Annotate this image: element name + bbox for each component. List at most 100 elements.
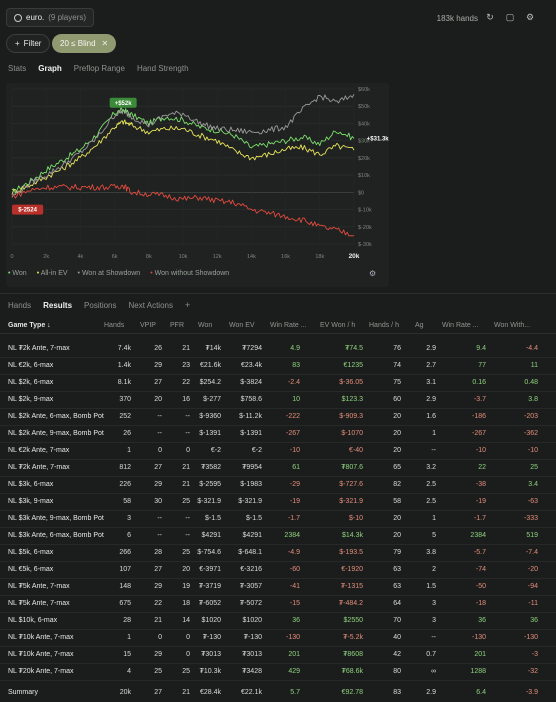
table-row[interactable]: NL ₮5k Ante, 7-max 675 22 18 ₮-6052 ₮-5072 -15… <box>0 596 556 613</box>
col-hands-h[interactable]: Hands / h <box>369 322 399 329</box>
tab-results[interactable]: Results <box>43 301 73 310</box>
table-cell: -74 <box>475 566 486 573</box>
tab-positions[interactable]: Positions <box>84 301 117 310</box>
table-cell: 27 <box>154 379 162 386</box>
table-cell: -- <box>157 515 162 522</box>
table-cell: 2384 <box>284 532 300 539</box>
col-ag[interactable]: Ag <box>415 322 424 329</box>
chart-settings-icon[interactable]: ⚙ <box>369 269 377 278</box>
table-cell: 2.5 <box>426 498 436 505</box>
settings-icon[interactable]: ⚙ <box>525 12 535 22</box>
col-win-rate-2[interactable]: Win Rate ... <box>442 322 479 329</box>
table-cell: €21.6k <box>199 362 221 369</box>
col-won-ev[interactable]: Won EV <box>229 322 255 329</box>
col-hands[interactable]: Hands <box>104 322 125 329</box>
table-cell: 201 <box>474 651 486 658</box>
table-row[interactable]: NL ₮10k Ante, 7-max 15 29 0 ₮3013 ₮3013 201 ₮86… <box>0 647 556 664</box>
table-row[interactable]: NL $3k, 9-max 58 30 25 $-321.9 $-321.9 -19 $-32… <box>0 494 556 511</box>
refresh-icon[interactable]: ↻ <box>486 12 494 22</box>
annotation-label: $-2524 <box>18 208 37 214</box>
table-cell: 20 <box>393 447 401 454</box>
summary-row[interactable]: Summary 20k 27 21 €28.4k €22.1k 5.7 €92.78 83 2.9… <box>0 685 556 702</box>
table-cell: 28 <box>154 549 162 556</box>
table-cell: -1.7 <box>287 515 300 522</box>
table-cell: $14.3k <box>341 532 363 539</box>
legend-won[interactable]: • Won <box>8 270 27 277</box>
filter-button[interactable]: + Filter <box>6 34 51 53</box>
table-cell: 22 <box>182 379 190 386</box>
table-row[interactable]: NL $3k Ante, 9-max, Bomb Pot 3 -- -- $-1.5 $-… <box>0 511 556 528</box>
table-row[interactable]: NL $2k, 9-max 370 20 16 $-277 $758.6 10 $123.3 6… <box>0 392 556 409</box>
table-cell: $254.2 <box>199 379 221 386</box>
table-cell: 82 <box>393 481 401 488</box>
table-row[interactable]: NL $5k, 6-max 266 28 25 $-754.6 $-648.1 -4.9 $-… <box>0 545 556 562</box>
table-cell: 3.8 <box>426 549 436 556</box>
table-row[interactable]: NL ₮2k Ante, 7-max 812 27 21 ₮3582 ₮9954 61 ₮80… <box>0 460 556 477</box>
col-game-type[interactable]: Game Type ↓ <box>8 322 51 329</box>
table-cell: 27 <box>154 566 162 573</box>
table-row[interactable]: NL €5k, 6-max 107 27 20 €-3971 €-3216 -60 €-192… <box>0 562 556 579</box>
legend-won-at-showdown[interactable]: • Won at Showdown <box>77 270 141 277</box>
table-cell: 60 <box>393 396 401 403</box>
tab-next-actions[interactable]: Next Actions <box>128 301 173 310</box>
table-cell: $-9360 <box>199 413 221 420</box>
table-cell: 77 <box>478 362 486 369</box>
col-vpip[interactable]: VPIP <box>140 322 156 329</box>
table-cell: 16 <box>182 396 190 403</box>
tab-stats[interactable]: Stats <box>8 64 27 73</box>
add-tab-icon[interactable]: + <box>184 300 191 310</box>
y-tick-label: $10k <box>358 173 370 179</box>
table-row[interactable]: NL $3k, 6-max 226 29 21 $-2595 $-1983 -29 $-727… <box>0 477 556 494</box>
table-cell: 20 <box>393 430 401 437</box>
y-tick-label: $50k <box>358 104 370 110</box>
cell-game-type: NL €2k, 6-max <box>8 362 54 369</box>
table-row[interactable]: NL $10k, 6-max 28 21 14 $1020 $1020 36 $2550 70 3… <box>0 613 556 630</box>
table-cell: 0 <box>186 651 190 658</box>
table-cell: -4.4 <box>525 345 538 352</box>
y-tick-label: $-20k <box>358 225 372 231</box>
table-cell: 58 <box>393 498 401 505</box>
table-cell: 0 <box>158 447 162 454</box>
share-icon[interactable]: ▢ <box>505 12 515 22</box>
table-row[interactable]: NL $3k Ante, 6-max, Bomb Pot 6 -- -- $4291 $4… <box>0 528 556 545</box>
col-ev-won-h[interactable]: EV Won / h <box>320 322 356 329</box>
table-row[interactable]: NL $2k, 6-max 8.1k 27 22 $254.2 $-3824 -2.4 $-3… <box>0 375 556 392</box>
col-win-rate[interactable]: Win Rate ... <box>270 322 307 329</box>
table-cell: ₮-5.2k <box>343 634 363 641</box>
table-cell: -2.4 <box>287 379 300 386</box>
table-row[interactable]: NL ₮2k Ante, 7-max 7.4k 26 21 ₮14k ₮7294 4.9 ₮7… <box>0 341 556 358</box>
table-row[interactable]: NL ₮5k Ante, 7-max 148 29 19 ₮-3719 ₮-3057 -41… <box>0 579 556 596</box>
table-row[interactable]: NL $2k Ante, 9-max, Bomb Pot 26 -- -- $-1391… <box>0 426 556 443</box>
table-row[interactable]: NL ₮20k Ante, 7-max 4 25 25 ₮10.3k ₮3428 429 ₮6… <box>0 664 556 681</box>
table-cell: 83 <box>393 689 401 696</box>
table-row[interactable]: NL ₮10k Ante, 7-max 1 0 0 ₮-130 ₮-130 -130 ₮-5.… <box>0 630 556 647</box>
cell-game-type: NL $10k, 6-max <box>8 617 58 624</box>
blind-filter-chip[interactable]: 20 ≤ Blind ✕ <box>52 34 117 53</box>
cell-game-type: NL ₮20k Ante, 7-max <box>8 668 74 675</box>
legend-allin-ev[interactable]: • All-in EV <box>36 270 68 277</box>
col-won-with[interactable]: Won With... <box>494 322 531 329</box>
table-cell: ₮-484.2 <box>338 600 363 607</box>
table-cell: 8.1k <box>117 379 131 386</box>
divider <box>0 293 556 294</box>
table-cell: 25 <box>182 549 190 556</box>
hands-count: 183k hands <box>436 14 478 23</box>
table-row[interactable]: NL €2k, 6-max 1.4k 29 23 €21.6k €23.4k 83 €1235… <box>0 358 556 375</box>
col-won[interactable]: Won <box>198 322 213 329</box>
table-cell: 1.5 <box>426 583 436 590</box>
tab-graph[interactable]: Graph <box>38 64 62 73</box>
table-cell: -19 <box>475 498 486 505</box>
close-icon[interactable]: ✕ <box>101 39 109 48</box>
tab-hands[interactable]: Hands <box>8 301 32 310</box>
player-selector[interactable]: euro. (9 players) <box>6 8 95 27</box>
tab-preflop-range[interactable]: Preflop Range <box>73 64 125 73</box>
table-cell: 1.4k <box>117 362 131 369</box>
table-row[interactable]: NL $2k Ante, 6-max, Bomb Pot 252 -- -- $-936… <box>0 409 556 426</box>
table-cell: $-1.5 <box>205 515 221 522</box>
table-row[interactable]: NL €2k Ante, 7-max 1 0 0 €-2 €-2 -10 €-40 20 -- -1… <box>0 443 556 460</box>
table-cell: 0.16 <box>472 379 486 386</box>
table-cell: €1235 <box>343 362 363 369</box>
col-pfr[interactable]: PFR <box>170 322 184 329</box>
legend-won-without-showdown[interactable]: • Won without Showdown <box>150 270 230 277</box>
tab-hand-strength[interactable]: Hand Strength <box>136 64 189 73</box>
